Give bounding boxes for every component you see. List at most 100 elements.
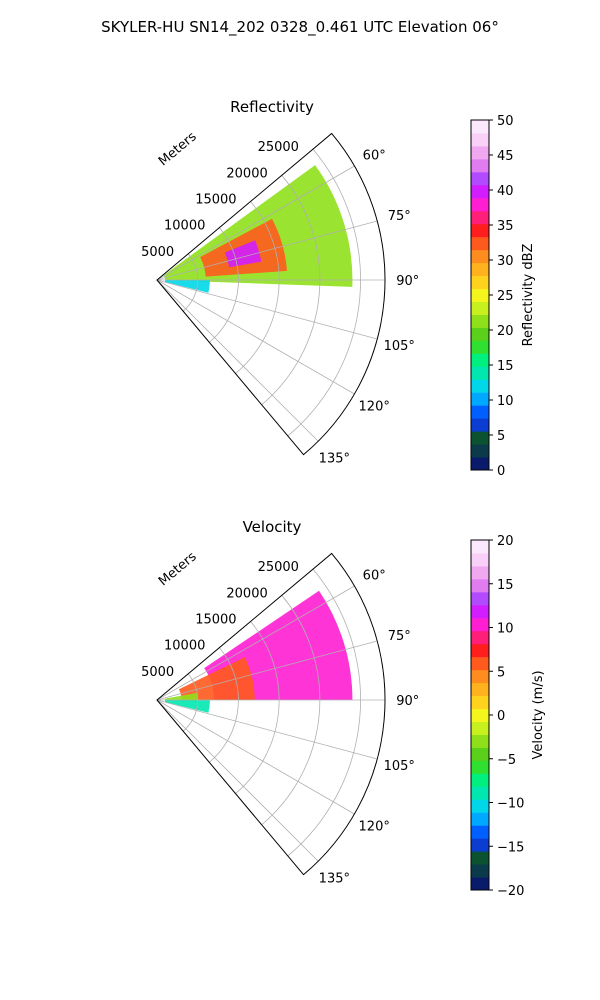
colorbar-swatch-4 — [471, 825, 489, 839]
colorbar-tick-label-10: 50 — [497, 114, 514, 129]
colorbar-swatch-16 — [471, 249, 489, 264]
azimuth-tick-label-2: 90° — [396, 694, 419, 709]
range-ring-4 — [287, 148, 361, 437]
azimuth-spoke-3 — [156, 699, 378, 760]
colorbar-tick-label-8: 20 — [497, 534, 514, 549]
range-ring-1 — [209, 227, 239, 343]
sector-outline — [156, 552, 386, 876]
range-tick-label-2: 15000 — [195, 192, 236, 207]
colorbar-tick-label-3: 15 — [497, 359, 514, 374]
range-tick-label-4: 25000 — [258, 140, 299, 155]
colorbar-swatch-15 — [471, 262, 489, 277]
colorbar-swatch-12 — [471, 301, 489, 315]
azimuth-tick-label-3: 105° — [384, 759, 415, 774]
colorbar-swatch-24 — [471, 145, 489, 160]
azimuth-tick-label-0: 60° — [363, 569, 386, 584]
range-tick-label-1: 10000 — [164, 639, 205, 654]
colorbar-swatch-3 — [471, 838, 489, 852]
sector-outline — [156, 132, 386, 456]
colorbar-swatch-1 — [471, 444, 489, 458]
reflectivity-echo-layer — [163, 165, 353, 293]
azimuth-spoke-3 — [156, 279, 378, 340]
colorbar-swatch-17 — [471, 236, 489, 251]
colorbar-tick-label-3: −5 — [497, 753, 516, 768]
azimuth-spoke-1 — [156, 640, 378, 701]
colorbar-swatch-3 — [471, 418, 489, 432]
colorbar-swatch-15 — [471, 682, 489, 697]
colorbar-swatch-22 — [471, 171, 489, 186]
colorbar-swatch-2 — [471, 851, 489, 865]
colorbar-swatch-19 — [471, 210, 489, 225]
echo-region-2 — [165, 692, 198, 702]
colorbar-swatch-21 — [471, 184, 489, 199]
colorbar-swatch-25 — [471, 552, 489, 567]
range-ring-1 — [209, 647, 239, 763]
range-ring-3 — [261, 595, 321, 826]
azimuth-spoke-4 — [156, 279, 355, 395]
reflectivity-sector-frame — [156, 132, 386, 456]
colorbar-swatch-23 — [471, 158, 489, 173]
colorbar-tick-label-6: 10 — [497, 622, 514, 637]
colorbar-tick-label-5: 25 — [497, 289, 514, 304]
range-tick-label-2: 15000 — [195, 612, 236, 627]
reflectivity-tick-labels: 5000 10000 15000 20000 25000 60° 75° 90° 105° 120… — [141, 140, 419, 466]
range-tick-label-1: 10000 — [164, 219, 205, 234]
colorbar-tick-label-6: 30 — [497, 254, 514, 269]
colorbar-swatch-17 — [471, 656, 489, 671]
azimuth-tick-label-0: 60° — [363, 149, 386, 164]
colorbar-swatch-10 — [471, 747, 489, 761]
colorbar-swatch-20 — [471, 617, 489, 632]
colorbar-label: Velocity (m/s) — [531, 670, 546, 759]
colorbar-swatch-18 — [471, 223, 489, 238]
colorbar-swatch-14 — [471, 275, 489, 290]
colorbar-swatch-20 — [471, 197, 489, 212]
colorbar-label: Reflectivity dBZ — [521, 244, 536, 347]
azimuth-tick-label-2: 90° — [396, 274, 419, 289]
range-tick-label-3: 20000 — [226, 586, 267, 601]
echo-region-2 — [224, 240, 262, 268]
colorbar-tick-label-7: 15 — [497, 578, 514, 593]
azimuth-spoke-4 — [156, 699, 355, 815]
colorbar-swatch-11 — [471, 734, 489, 748]
azimuth-tick-label-1: 75° — [388, 209, 411, 224]
colorbar-swatch-24 — [471, 565, 489, 580]
velocity-sector-frame — [156, 552, 386, 876]
colorbar-tick-label-2: 10 — [497, 394, 514, 409]
velocity-panel: Velocity 5000 10000 15000 20000 25000 60° 75° 9… — [141, 518, 546, 899]
colorbar-swatch-23 — [471, 578, 489, 593]
colorbar-swatch-26 — [471, 540, 489, 554]
colorbar-swatch-5 — [471, 392, 489, 406]
azimuth-spoke-1 — [156, 220, 378, 281]
velocity-tick-labels: 5000 10000 15000 20000 25000 60° 75° 90° 105° 120… — [141, 560, 419, 886]
velocity-echo-layer — [164, 590, 353, 713]
range-tick-label-4: 25000 — [258, 560, 299, 575]
colorbar-swatch-13 — [471, 288, 489, 302]
range-tick-label-0: 5000 — [141, 665, 174, 680]
colorbar-swatch-1 — [471, 864, 489, 878]
azimuth-tick-label-4: 120° — [359, 399, 390, 414]
colorbar-tick-label-0: 0 — [497, 464, 505, 479]
colorbar-swatch-0 — [471, 877, 489, 891]
colorbar-swatch-7 — [471, 786, 489, 800]
azimuth-tick-label-1: 75° — [388, 629, 411, 644]
colorbar-swatch-2 — [471, 431, 489, 445]
colorbar-swatch-25 — [471, 132, 489, 147]
colorbar-swatch-11 — [471, 314, 489, 328]
colorbar-swatch-12 — [471, 721, 489, 735]
colorbar-swatch-19 — [471, 630, 489, 645]
colorbar-swatch-26 — [471, 120, 489, 134]
colorbar-tick-label-0: −20 — [497, 884, 524, 899]
range-ring-4 — [287, 568, 361, 857]
azimuth-spoke-5 — [156, 279, 319, 442]
azimuth-tick-label-5: 135° — [319, 451, 350, 466]
colorbar-swatch-16 — [471, 669, 489, 684]
radial-axis-label: Meters — [156, 549, 200, 589]
colorbar-tick-label-9: 45 — [497, 149, 514, 164]
colorbar-swatch-14 — [471, 695, 489, 710]
colorbar-swatch-10 — [471, 327, 489, 341]
azimuth-tick-label-4: 120° — [359, 819, 390, 834]
colorbar-tick-label-7: 35 — [497, 219, 514, 234]
azimuth-tick-label-5: 135° — [319, 871, 350, 886]
colorbar-tick-label-2: −10 — [497, 797, 524, 812]
range-tick-label-0: 5000 — [141, 245, 174, 260]
